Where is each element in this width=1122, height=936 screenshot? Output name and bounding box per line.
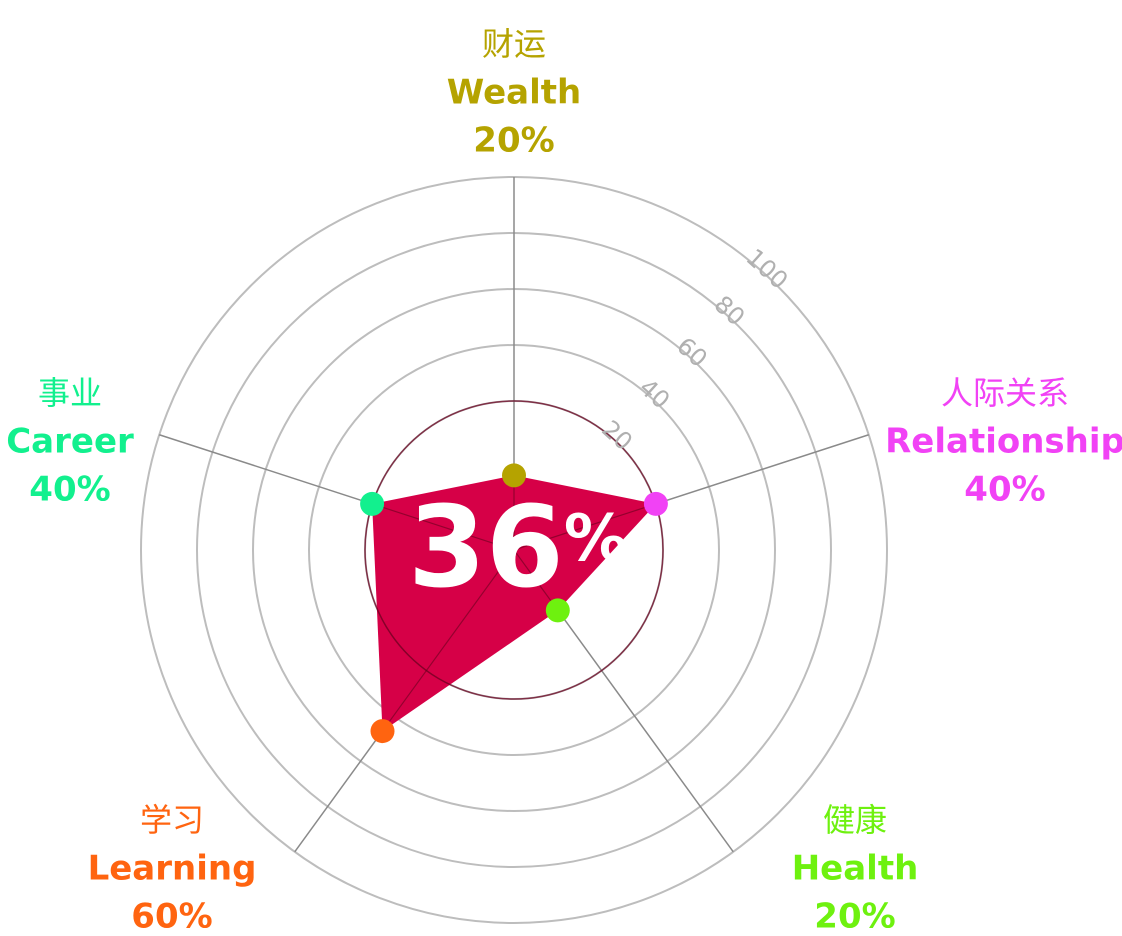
tick-label-80: 80 [709,290,750,331]
inner-grid-ring [364,400,664,700]
center-value-number: 36 [408,483,564,613]
axis-label-career: 事业 Career 40% [6,374,134,510]
data-point-health [545,598,570,623]
axis-label-wealth: 财运 Wealth 20% [447,25,581,161]
axis-label-health-en: Health [792,849,919,889]
tick-label-40: 40 [634,373,675,414]
axis-label-learning: 学习 Learning 60% [88,801,257,936]
tick-label-60: 60 [671,332,712,373]
data-polygon-layer [372,475,656,732]
tick-label-100: 100 [741,243,794,294]
axis-label-relationship-en: Relationship [885,422,1122,462]
inner-axis-layer [364,400,664,732]
data-point-relationship [643,491,668,516]
data-point-career [360,491,385,516]
data-point-wealth [502,463,526,488]
center-value-percent: % [564,502,628,576]
inner-spoke-4 [381,549,515,732]
axis-label-layer: 财运 Wealth 20% 人际关系 Relationship 40% 健康 Health 20… [6,25,1122,936]
axis-label-learning-en: Learning [88,849,257,889]
inner-spoke-2 [513,503,657,551]
axis-label-career-zh: 事业 [38,374,102,412]
axis-label-wealth-zh: 财运 [482,25,546,63]
data-point-layer [360,463,668,744]
axis-label-career-en: Career [6,422,134,462]
axis-label-relationship-pct: 40% [964,470,1045,510]
inner-spoke-5 [371,503,515,551]
axis-label-learning-zh: 学习 [140,801,204,839]
axis-label-health-pct: 20% [814,897,895,936]
axis-label-relationship-zh: 人际关系 [941,374,1069,412]
data-polygon [372,475,656,732]
axis-label-health: 健康 Health 20% [792,801,919,936]
tick-label-20: 20 [596,415,637,456]
axis-label-career-pct: 40% [29,470,110,510]
center-value: 36% [408,483,628,613]
inner-spoke-3 [513,549,559,611]
axis-label-learning-pct: 60% [131,897,212,936]
axis-label-wealth-pct: 20% [473,121,554,161]
axis-label-health-zh: 健康 [823,801,887,839]
data-point-learning [370,719,395,744]
axis-label-wealth-en: Wealth [447,73,581,113]
axis-label-relationship: 人际关系 Relationship 40% [885,374,1122,510]
